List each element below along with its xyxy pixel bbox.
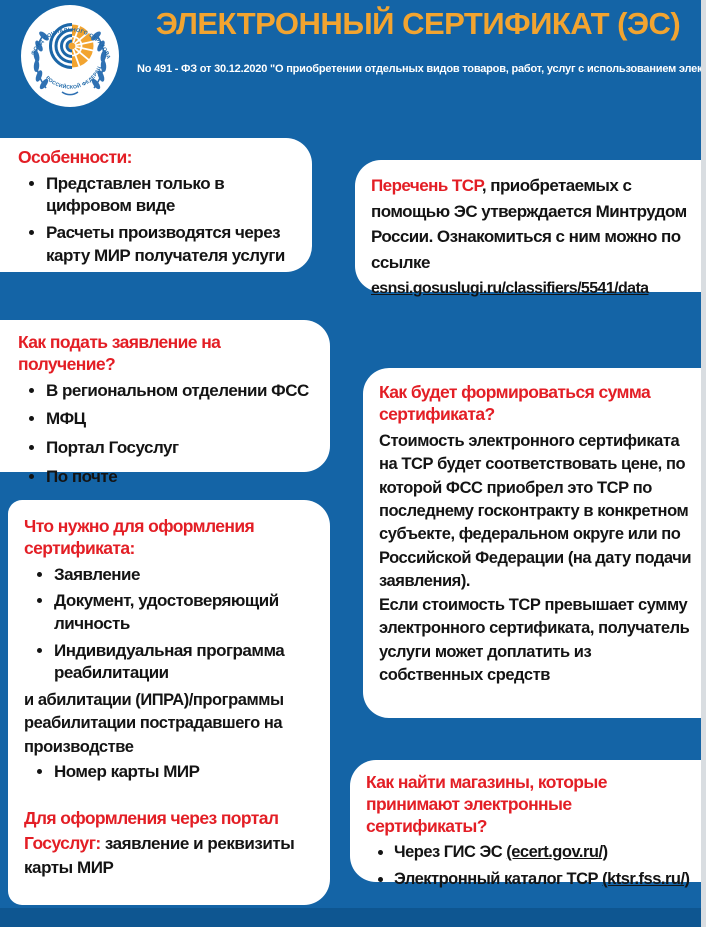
logo-emblem	[49, 23, 94, 69]
docs-footer-lead: Для оформления через портал Госуслуг:	[24, 807, 279, 853]
tsr-list-text: Перечень ТСР, приобретаемых с помощью ЭС…	[371, 173, 695, 301]
card-docs-list: Заявление Документ, удостоверяющий лично…	[24, 564, 318, 685]
card-apply: Как подать заявление на получение? В рег…	[0, 320, 330, 486]
card-features-list: Представлен только в цифровом виде Расче…	[18, 173, 300, 267]
ktsr-link[interactable]: (ktsr.fss.ru/)	[602, 869, 690, 888]
footer-bar	[0, 908, 706, 927]
docs-footer-body: заявление и реквизиты карты МИР	[24, 833, 295, 877]
card-features: Особенности: Представлен только в цифров…	[0, 138, 312, 272]
list-item: Документ, удостоверяющий личность	[54, 590, 318, 635]
logo-laurel	[33, 31, 107, 96]
list-item: По почте	[46, 466, 320, 489]
card-docs-list-2: Номер карты МИР	[24, 761, 318, 784]
list-item: Номер карты МИР	[54, 761, 318, 784]
list-item: Портал Госуслуг	[46, 437, 320, 460]
law-subtitle: No 491 - ФЗ от 30.12.2020 "О приобретени…	[137, 63, 706, 75]
card-tsr-list: Перечень ТСР, приобретаемых с помощью ЭС…	[355, 160, 701, 297]
card-sum-paragraph-1: Стоимость электронного сертификата на ТС…	[379, 431, 692, 591]
tsr-list-body: , приобретаемых с помощью ЭС утверждаетс…	[371, 176, 687, 272]
card-docs: Что нужно для оформления сертификата: За…	[8, 500, 330, 905]
card-sum-title: Как будет формироваться сумма сертификат…	[379, 382, 651, 424]
page-title: ЭЛЕКТРОННЫЙ СЕРТИФИКАТ (ЭС)	[155, 6, 681, 41]
card-stores-title: Как найти магазины, которые принимают эл…	[366, 772, 607, 836]
card-docs-continuation: и абилитации (ИПРА)/программы реабилитац…	[24, 690, 284, 756]
card-docs-footer: Для оформления через портал Госуслуг: за…	[24, 806, 318, 880]
list-item: Через ГИС ЭС (ecert.gov.ru/)	[394, 842, 695, 864]
list-item: Расчеты производятся через карту МИР пол…	[46, 222, 300, 267]
scan-edge-strip	[701, 0, 706, 927]
card-apply-title: Как подать заявление на получение?	[18, 332, 221, 374]
list-item: Индивидуальная программа реабилитации	[54, 640, 318, 685]
tsr-list-lead: Перечень ТСР	[371, 176, 482, 195]
card-features-title: Особенности:	[18, 147, 132, 167]
list-item: Представлен только в цифровом виде	[46, 173, 300, 218]
card-apply-list: В региональном отделении ФСС МФЦ Портал …	[18, 380, 320, 488]
card-sum: Как будет формироваться сумма сертификат…	[363, 368, 701, 718]
list-item: МФЦ	[46, 408, 320, 431]
list-item: В региональном отделении ФСС	[46, 380, 320, 403]
fss-logo-icon: ФОНД СОЦИАЛЬНОГО СТРАХОВАНИЯ РОССИЙСКОЙ …	[20, 4, 119, 107]
card-sum-paragraph-2: Если стоимость ТСР превышает сумму элект…	[379, 595, 690, 684]
list-item: Электронный каталог ТСР (ktsr.fss.ru/)	[394, 869, 695, 891]
card-stores-list: Через ГИС ЭС (ecert.gov.ru/) Электронный…	[366, 842, 695, 891]
store-item-text: Электронный каталог ТСР	[394, 869, 603, 888]
card-stores: Как найти магазины, которые принимают эл…	[350, 760, 701, 888]
ecert-link[interactable]: (ecert.gov.ru/)	[506, 842, 608, 861]
card-docs-title: Что нужно для оформления сертификата:	[24, 516, 255, 558]
list-item: Заявление	[54, 564, 318, 587]
store-item-text: Через ГИС ЭС	[394, 842, 507, 861]
tsr-classifier-link[interactable]: esnsi.gosuslugi.ru/classifiers/5541/data	[371, 280, 649, 297]
